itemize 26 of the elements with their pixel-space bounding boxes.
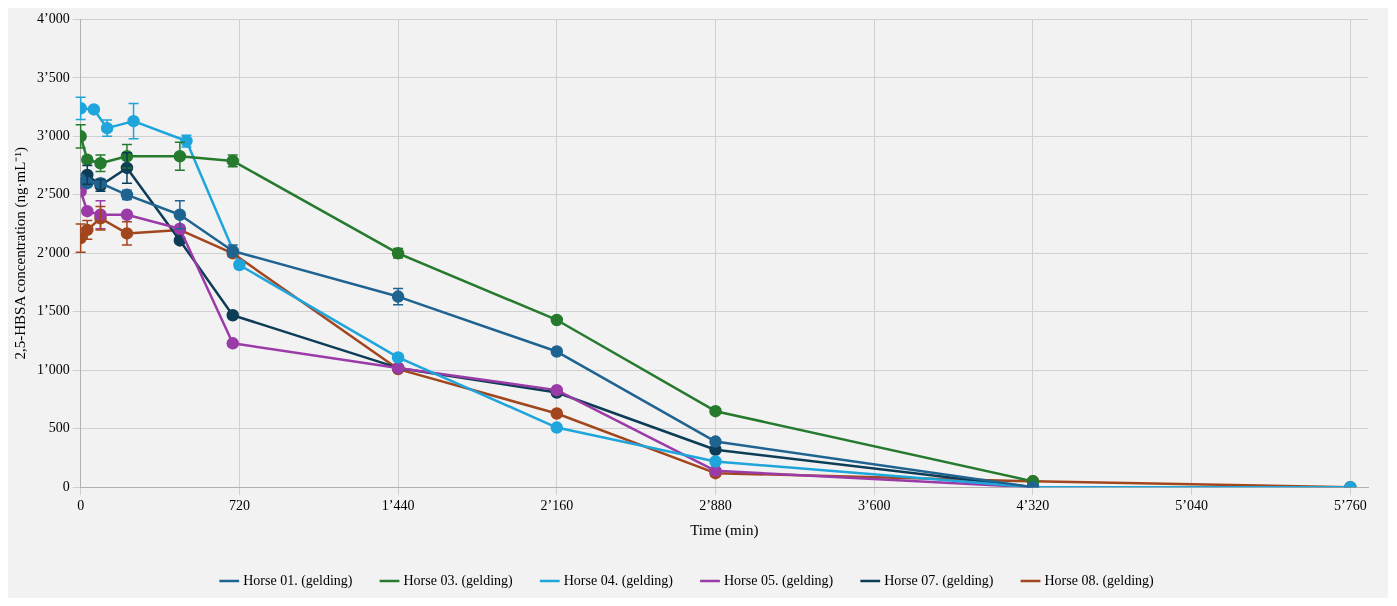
y-tick-label: 4’000 xyxy=(36,11,70,27)
x-tick-label: 0 xyxy=(77,498,85,514)
y-tick-label: 3’500 xyxy=(36,69,70,85)
x-tick-label: 4’320 xyxy=(1016,498,1050,514)
y-tick-label: 2’500 xyxy=(36,186,70,202)
legend-label: Horse 03. (gelding) xyxy=(403,572,514,589)
y-tick-label: 2’000 xyxy=(36,244,70,260)
x-tick-label: 2’880 xyxy=(699,498,732,514)
x-tick-label: 5’040 xyxy=(1175,498,1208,514)
x-tick-label: 3’600 xyxy=(857,498,891,514)
x-tick-label: 1’440 xyxy=(381,498,415,514)
y-tick-label: 1’000 xyxy=(36,361,70,377)
legend-label: Horse 05. (gelding) xyxy=(724,572,834,589)
x-tick-label: 720 xyxy=(228,498,250,514)
y-axis-title: 2,5-HBSA concentration (ng·mL⁻¹) xyxy=(11,147,29,360)
y-tick-label: 1’500 xyxy=(36,303,70,319)
y-tick-label: 500 xyxy=(48,420,70,436)
x-tick-label: 5’760 xyxy=(1334,498,1367,514)
x-tick-label: 2’160 xyxy=(540,498,574,514)
x-axis-title: Time (min) xyxy=(690,521,759,539)
y-tick-label: 0 xyxy=(62,478,70,494)
legend-label: Horse 01. (gelding) xyxy=(243,572,353,589)
legend-label: Horse 04. (gelding) xyxy=(563,572,674,589)
legend-label: Horse 08. (gelding) xyxy=(1044,572,1155,589)
legend-label: Horse 07. (gelding) xyxy=(884,572,994,589)
y-tick-label: 3’000 xyxy=(36,128,70,144)
